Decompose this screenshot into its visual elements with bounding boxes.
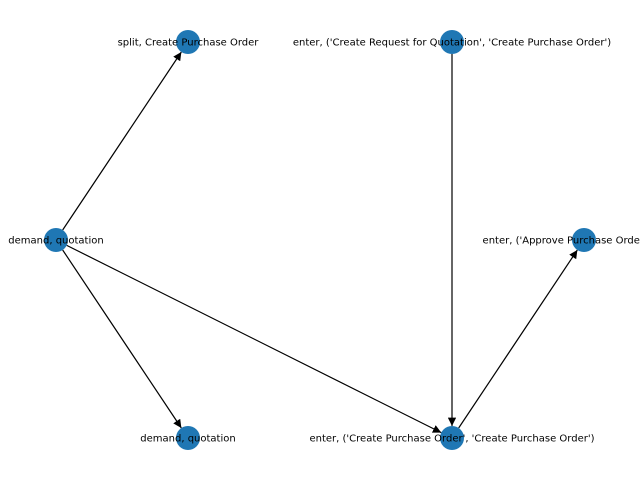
node-label-n3: demand, quotation	[8, 236, 103, 247]
edge-n3-to-n1	[62, 51, 182, 231]
graph-node-n3	[44, 228, 68, 252]
node-label-n1: split, Create Purchase Order	[118, 38, 260, 49]
node-label-n6: enter, ('Create Purchase Order', 'Create…	[309, 434, 594, 445]
label-layer: split, Create Purchase Order enter, ('Cre…	[8, 38, 640, 445]
node-label-n5: demand, quotation	[140, 434, 235, 445]
node-layer	[44, 30, 596, 450]
graph-node-n2	[440, 30, 464, 54]
edge-n3-to-n5	[62, 249, 182, 429]
edge-layer	[62, 51, 578, 434]
edge-n3-to-n6	[66, 244, 442, 434]
graph-node-n4	[572, 228, 596, 252]
edge-n6-to-n4	[458, 249, 578, 429]
graph-node-n6	[440, 426, 464, 450]
node-label-n2: enter, ('Create Request for Quotation', …	[293, 38, 611, 49]
node-label-n4: enter, ('Approve Purchase Order', 'Appro	[483, 236, 640, 247]
graph-node-n1	[176, 30, 200, 54]
graph-node-n5	[176, 426, 200, 450]
